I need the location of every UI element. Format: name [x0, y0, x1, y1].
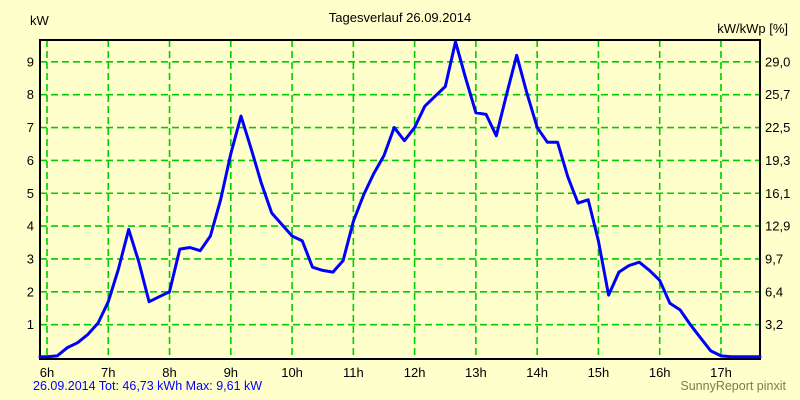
y-axis-right-tick-label: 22,5: [765, 120, 790, 135]
x-axis-tick-label: 10h: [281, 365, 303, 380]
x-axis-tick-label: 17h: [710, 365, 732, 380]
y-axis-left-tick-label: 4: [27, 219, 34, 234]
y-axis-left-tick-label: 3: [27, 251, 34, 266]
y-axis-left-tick-label: 1: [27, 317, 34, 332]
x-axis-tick-label: 8h: [162, 365, 176, 380]
y-axis-right-tick-label: 16,1: [765, 186, 790, 201]
right-axis-unit-label: kW/kWp [%]: [717, 21, 788, 36]
y-axis-left-tick-label: 8: [27, 87, 34, 102]
x-axis-tick-label: 6h: [40, 365, 54, 380]
y-axis-right-tick-label: 19,3: [765, 153, 790, 168]
y-axis-right-tick-label: 29,0: [765, 54, 790, 69]
chart-title: Tagesverlauf 26.09.2014: [328, 10, 472, 25]
x-axis-tick-label: 11h: [343, 365, 364, 380]
y-axis-left-tick-label: 9: [27, 54, 34, 69]
y-axis-right-tick-label: 12,9: [765, 219, 790, 234]
left-axis-unit-label: kW: [30, 13, 49, 28]
y-axis-right-tick-label: 25,7: [765, 87, 790, 102]
plot-frame: [39, 39, 761, 360]
x-axis-tick-label: 14h: [526, 365, 548, 380]
y-axis-right-tick-label: 3,2: [765, 317, 783, 332]
y-axis-right-tick-label: 6,4: [765, 284, 783, 299]
credit-text: SunnyReport pinxit: [680, 379, 786, 393]
y-axis-left-tick-label: 5: [27, 186, 34, 201]
y-axis-right-tick-label: 9,7: [765, 251, 783, 266]
y-axis-left-tick-label: 7: [27, 120, 34, 135]
pv-power-curve: [38, 40, 762, 359]
x-axis-tick-label: 15h: [588, 365, 610, 380]
x-axis-tick-label: 7h: [101, 365, 115, 380]
x-axis-tick-label: 12h: [404, 365, 426, 380]
y-axis-left-tick-label: 2: [27, 284, 34, 299]
daily-summary-text: 26.09.2014 Tot: 46,73 kWh Max: 9,61 kW: [33, 379, 263, 393]
x-axis-tick-label: 16h: [649, 365, 671, 380]
y-axis-left-tick-label: 6: [27, 153, 34, 168]
x-axis-tick-label: 13h: [465, 365, 487, 380]
x-axis-tick-label: 9h: [224, 365, 238, 380]
